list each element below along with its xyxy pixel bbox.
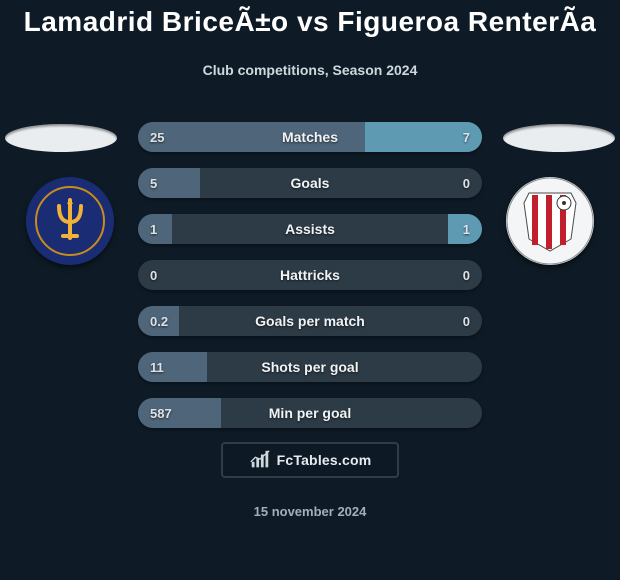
stat-value-left: 0	[150, 260, 157, 290]
stat-row: Assists11	[138, 214, 482, 244]
stat-value-right: 0	[463, 260, 470, 290]
stat-segment-left	[138, 214, 172, 244]
stat-row: Min per goal587	[138, 398, 482, 428]
stat-segment-right	[365, 122, 482, 152]
comparison-rows: Matches257Goals50Assists11Hattricks00Goa…	[138, 122, 482, 444]
stat-label: Hattricks	[138, 260, 482, 290]
stat-row: Hattricks0 0	[138, 260, 482, 290]
page-subtitle: Club competitions, Season 2024	[0, 62, 620, 78]
stat-segment-left	[138, 306, 179, 336]
stat-label: Goals per match	[138, 306, 482, 336]
stat-segment-left	[138, 398, 221, 428]
stat-segment-left	[138, 352, 207, 382]
stat-value-right: 0	[463, 168, 470, 198]
stat-row: Goals per match0.20	[138, 306, 482, 336]
player-photo-placeholder-right	[503, 124, 615, 152]
stat-row: Goals50	[138, 168, 482, 198]
chart-icon	[249, 449, 271, 471]
club-logo-left	[26, 177, 114, 265]
stat-segment-left	[138, 168, 200, 198]
stat-value-right: 0	[463, 306, 470, 336]
stat-row: Matches257	[138, 122, 482, 152]
date-text: 15 november 2024	[0, 504, 620, 519]
stat-row: Shots per goal11	[138, 352, 482, 382]
player-photo-placeholder-left	[5, 124, 117, 152]
branding-text: FcTables.com	[277, 452, 372, 468]
branding-box: FcTables.com	[221, 442, 399, 478]
stat-label: Assists	[138, 214, 482, 244]
stat-segment-right	[448, 214, 482, 244]
stat-segment-left	[138, 122, 365, 152]
trident-icon	[35, 186, 105, 256]
page-title: Lamadrid BriceÃ±o vs Figueroa RenterÃa	[0, 6, 620, 38]
club-logo-right	[506, 177, 594, 265]
